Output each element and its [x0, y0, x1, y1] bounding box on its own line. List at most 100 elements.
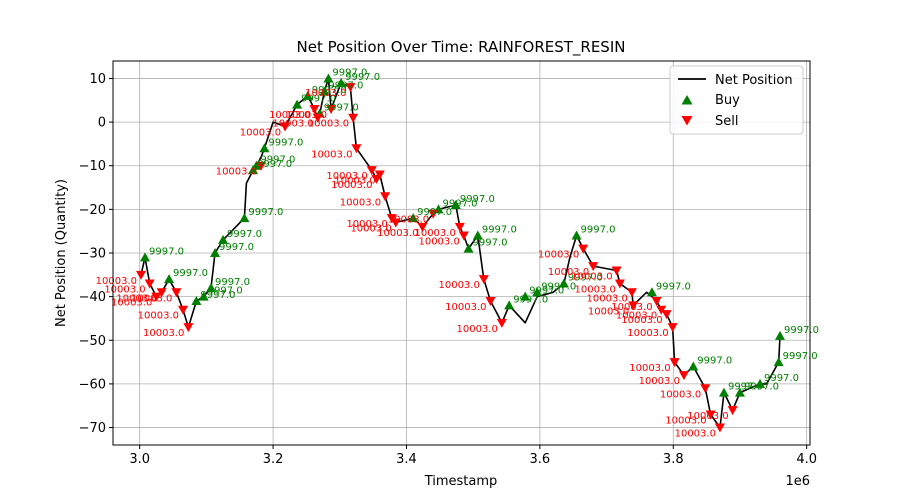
buy-marker — [140, 252, 151, 262]
buy-price-label: 9997.0 — [482, 225, 517, 236]
buy-price-label: 9997.0 — [656, 281, 691, 292]
sell-price-label: 10003.0 — [377, 228, 418, 239]
sell-marker — [326, 105, 337, 114]
buy-price-label: 9997.0 — [215, 277, 250, 288]
sell-price-label: 10003.0 — [445, 302, 486, 313]
buy-marker — [773, 357, 784, 367]
sell-price-label: 10003.0 — [340, 197, 381, 208]
sell-price-label: 10003.0 — [104, 285, 145, 296]
buy-marker — [336, 77, 347, 87]
legend-net-position: Net Position — [715, 73, 793, 88]
sell-marker — [171, 288, 182, 298]
sell-marker — [611, 266, 622, 276]
sell-marker — [661, 310, 672, 320]
buy-marker — [191, 296, 202, 305]
buy-price-label: 9997.0 — [149, 246, 184, 257]
buy-marker — [319, 86, 330, 96]
sell-price-label: 10003.0 — [346, 219, 387, 230]
y-tick-label: 0 — [98, 116, 106, 131]
x-tick-label: 3.2 — [263, 452, 284, 467]
buy-marker — [688, 361, 699, 371]
sell-marker — [144, 279, 155, 289]
sell-price-label: 10003.0 — [548, 267, 589, 278]
x-tick-label: 3.0 — [129, 452, 150, 467]
buy-price-label: 9997.0 — [200, 290, 235, 301]
y-tick-label: −30 — [79, 247, 106, 262]
x-tick-label: 4.0 — [796, 452, 817, 467]
buy-price-label: 9997.0 — [581, 225, 616, 236]
buy-marker — [302, 90, 313, 100]
sell-price-label: 10003.0 — [96, 276, 137, 287]
sell-marker — [390, 218, 401, 228]
sell-marker — [178, 305, 189, 315]
chart-title: Net Position Over Time: RAINFOREST_RESIN — [297, 38, 626, 57]
sell-marker — [714, 423, 725, 433]
sell-price-label: 10003.0 — [627, 328, 668, 339]
buy-price-label: 9997.0 — [417, 207, 452, 218]
grid-layer — [113, 61, 810, 445]
sell-price-label: 10003.0 — [665, 415, 706, 426]
y-tick-label: −10 — [79, 159, 106, 174]
buy-price-label: 9997.0 — [248, 207, 283, 218]
buy-price-label: 9997.0 — [208, 286, 243, 297]
sell-price-label: 10003.0 — [587, 293, 628, 304]
tick-layer: 3.0 3.2 3.4 3.6 3.8 4.0 10 0 −10 −20 −30 −40 −50 −60 −… — [79, 72, 817, 467]
sell-price-label: 10003.0 — [326, 171, 367, 182]
sell-price-label: 10003.0 — [660, 389, 701, 400]
sell-marker — [345, 83, 356, 93]
buy-marker — [520, 291, 531, 301]
sell-price-label: 10003.0 — [311, 149, 352, 160]
buy-marker — [251, 160, 262, 170]
sell-marker — [578, 244, 589, 254]
sell-marker — [417, 222, 428, 232]
sell-marker — [669, 358, 680, 368]
sell-price-label: 10003.0 — [418, 237, 459, 248]
sell-price-label: 10003.0 — [286, 110, 327, 121]
sell-price-label: 10003.0 — [331, 180, 372, 191]
sell-price-label: 10003.0 — [629, 363, 670, 374]
sell-price-label: 10003.0 — [305, 88, 346, 99]
buy-price-label: 9997.0 — [460, 194, 495, 205]
buy-price-label: 9997.0 — [728, 382, 763, 393]
sell-marker — [667, 323, 678, 333]
y-tick-label: −20 — [79, 203, 106, 218]
sell-price-label: 10003.0 — [621, 315, 662, 326]
buy-marker — [259, 143, 270, 153]
sell-price-label: 10003.0 — [350, 223, 391, 234]
legend-buy-icon — [681, 95, 693, 105]
sell-marker — [628, 301, 639, 311]
buy-price-label: 9997.0 — [332, 67, 367, 78]
sell-marker — [256, 161, 267, 171]
buy-price-label: 9997.0 — [513, 294, 548, 305]
sell-marker — [366, 166, 377, 176]
sell-marker — [348, 113, 359, 123]
sell-marker — [651, 297, 662, 306]
y-tick-label: −50 — [79, 334, 106, 349]
sell-marker — [678, 371, 689, 381]
marker-layer — [136, 73, 785, 433]
sell-price-label: 10003.0 — [138, 311, 179, 322]
buy-marker — [323, 73, 334, 83]
sell-marker — [156, 288, 167, 298]
buy-marker — [210, 248, 221, 257]
sell-price-label: 10003.0 — [116, 293, 157, 304]
sell-marker — [614, 279, 625, 289]
buy-marker — [571, 230, 582, 240]
sell-price-label: 10003.0 — [639, 376, 680, 387]
sell-marker — [309, 105, 320, 114]
sell-marker — [588, 262, 599, 272]
sell-marker — [705, 410, 716, 420]
legend-box — [669, 65, 804, 135]
buy-marker — [646, 287, 657, 297]
buy-marker — [463, 243, 474, 253]
buy-price-label: 9997.0 — [744, 382, 779, 393]
sell-price-label: 10003.0 — [131, 293, 172, 304]
y-tick-label: −60 — [79, 377, 106, 392]
buy-marker — [218, 234, 229, 244]
x-tick-label: 3.4 — [396, 452, 417, 467]
sell-price-label: 10003.0 — [388, 215, 429, 226]
buy-price-label: 9997.0 — [324, 102, 359, 113]
y-tick-label: −70 — [79, 421, 106, 436]
legend-buy: Buy — [715, 93, 740, 108]
